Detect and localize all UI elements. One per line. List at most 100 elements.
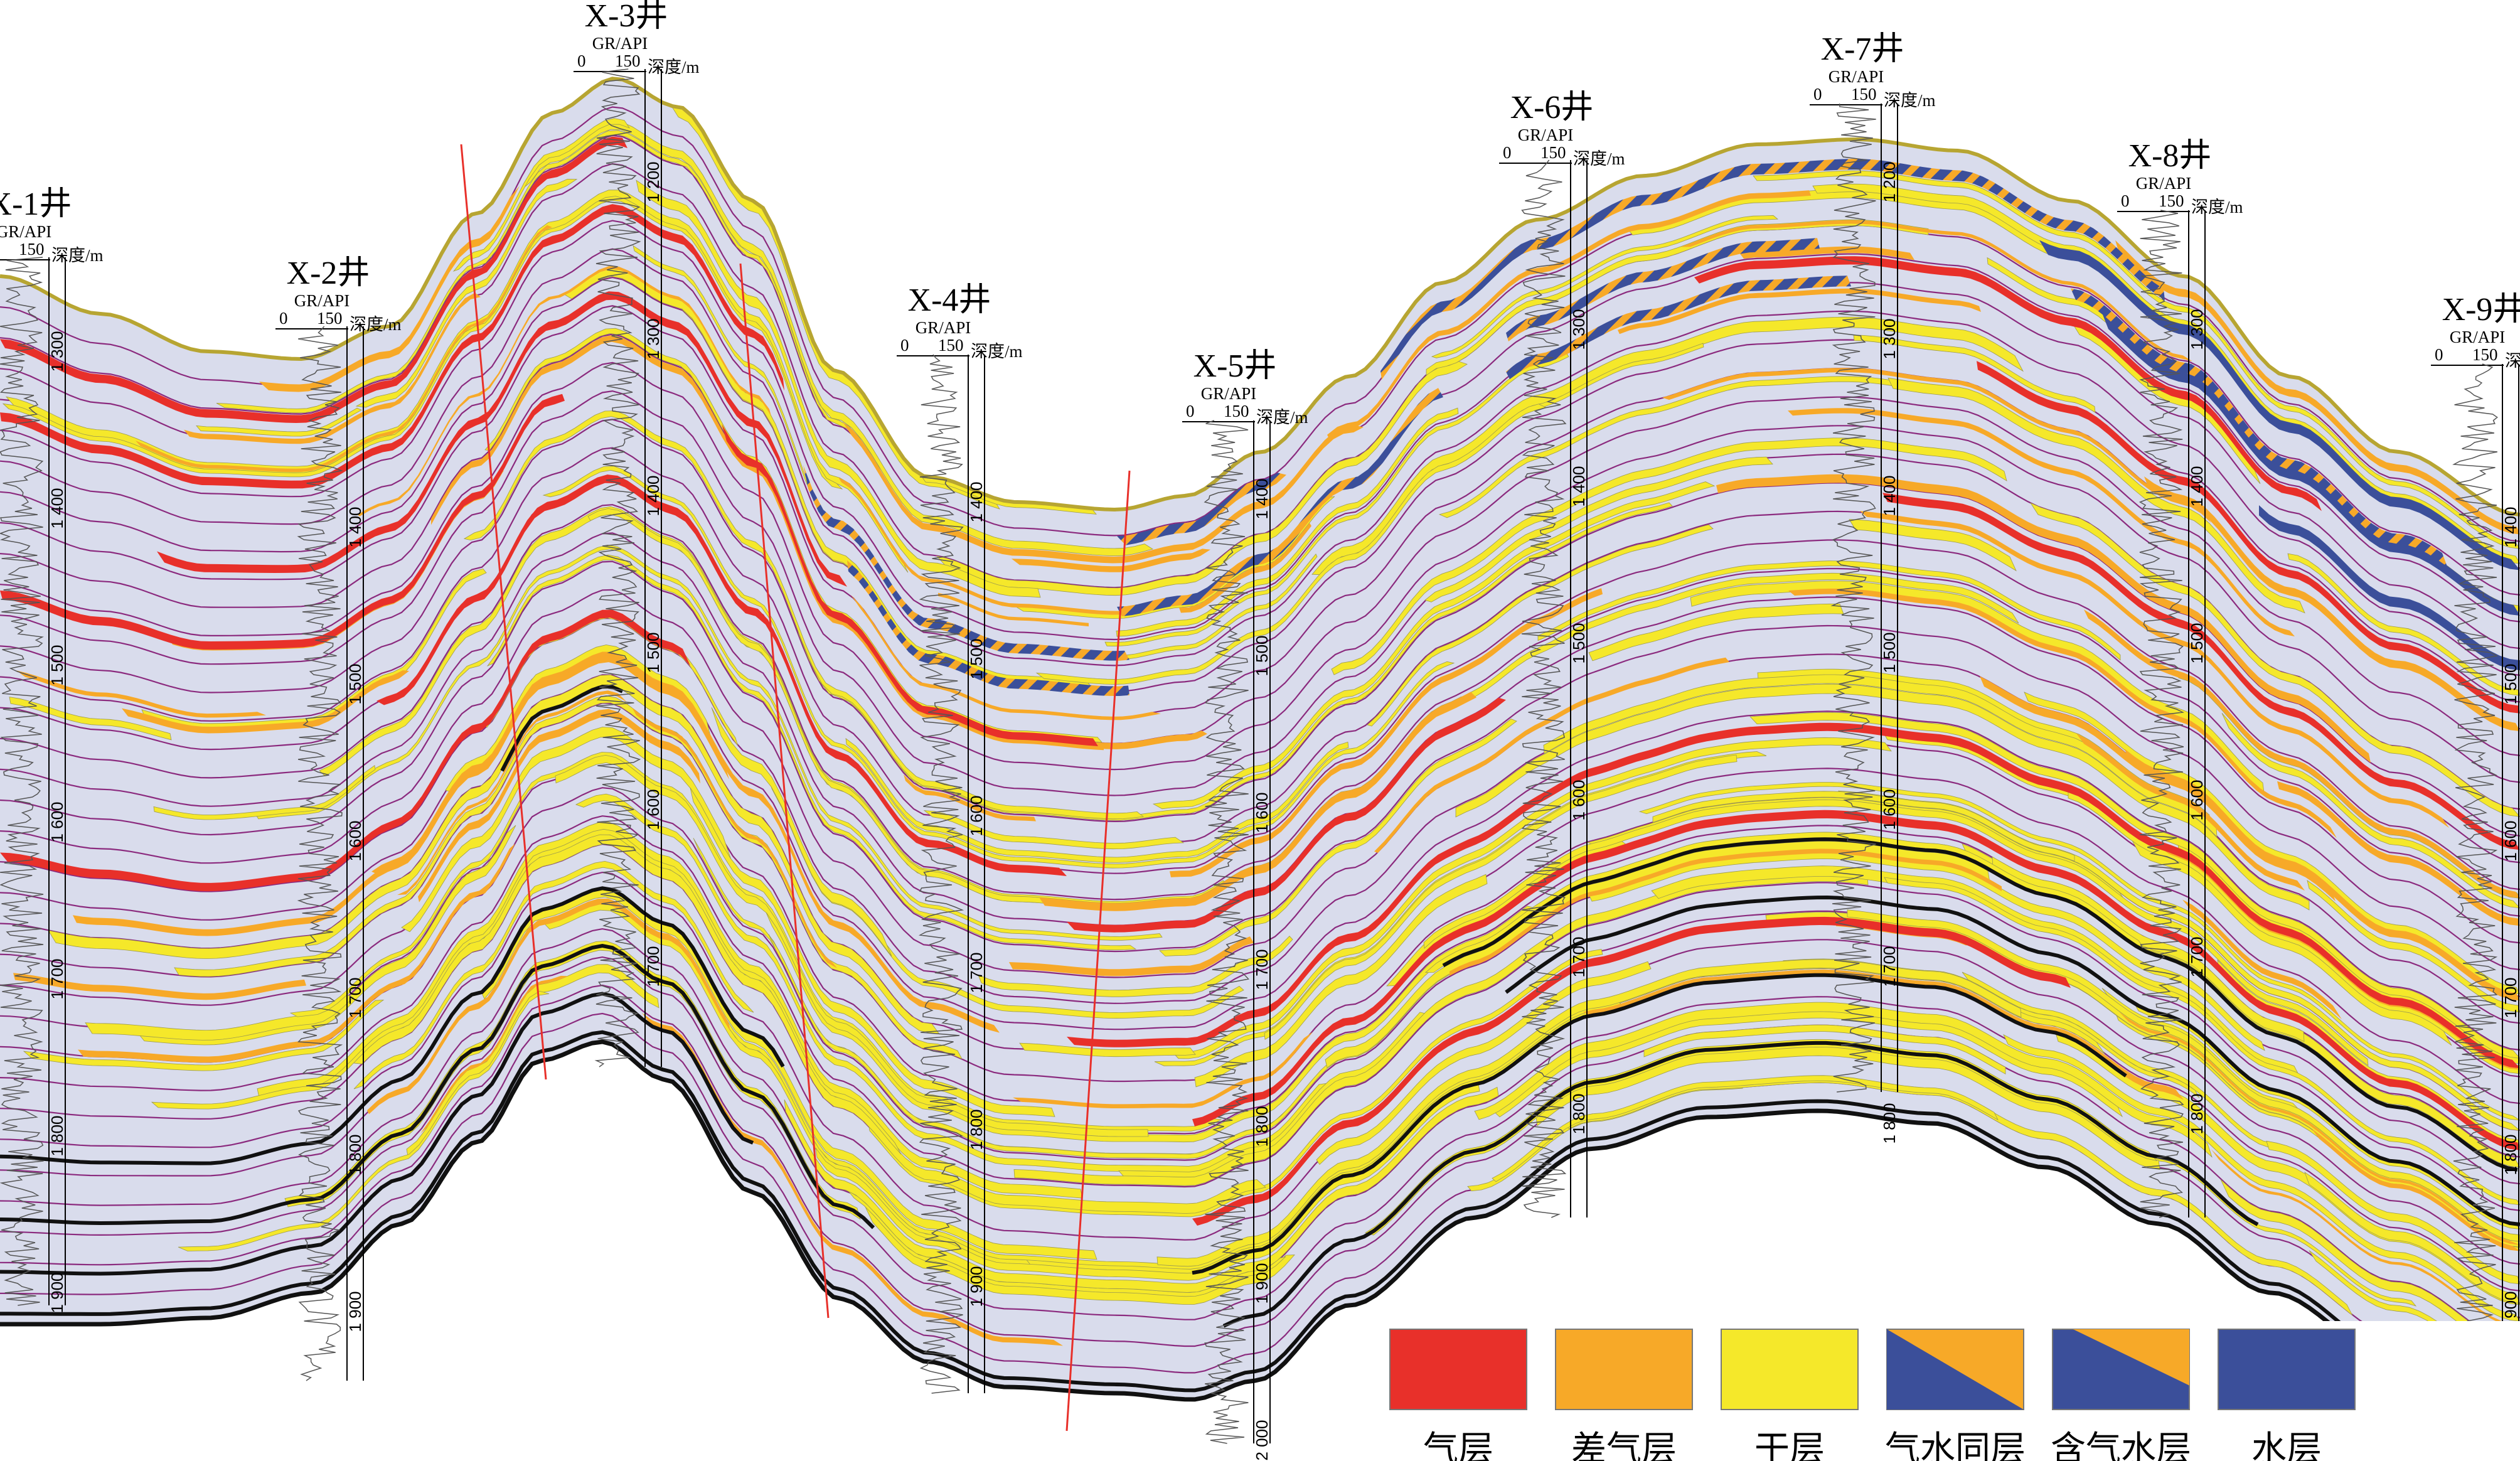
well-name: X-4井 bbox=[908, 282, 991, 318]
depth-tick-label: 1 800 bbox=[48, 1115, 67, 1156]
legend-swatch bbox=[1721, 1329, 1859, 1410]
depth-tick-label: 1 800 bbox=[2187, 1093, 2206, 1134]
gr-label: GR/API bbox=[294, 291, 350, 310]
dry-layer bbox=[1249, 572, 2019, 873]
dry-layer bbox=[1316, 961, 1652, 1165]
dry-layer bbox=[2029, 502, 2520, 817]
dry-layer bbox=[936, 361, 1468, 596]
legend-item-gas: 气层 bbox=[1389, 1329, 1527, 1461]
gr-scale-min: 0 bbox=[1813, 85, 1822, 104]
depth-tick-label: 1 500 bbox=[346, 663, 365, 704]
depth-tick-label: 1 500 bbox=[1569, 623, 1588, 663]
poor-gas-layer bbox=[2277, 781, 2520, 926]
poor-gas-layer bbox=[13, 973, 306, 1000]
dry-layer bbox=[542, 466, 1455, 869]
depth-tick-label: 1 800 bbox=[2501, 1134, 2520, 1175]
depth-tick-label: 1 400 bbox=[1569, 466, 1588, 506]
legend-item-poor_gas: 差气层 bbox=[1555, 1329, 1693, 1461]
fault-line bbox=[1065, 470, 1131, 1432]
well-name: X-2井 bbox=[287, 255, 370, 291]
dry-layer bbox=[1365, 1039, 2158, 1236]
dry-layer bbox=[2266, 1140, 2520, 1285]
dry-layer bbox=[555, 754, 1149, 1137]
dry-layer bbox=[1853, 334, 2096, 413]
dry-layer bbox=[1492, 1075, 1999, 1182]
poor-gas-layer bbox=[1716, 474, 2371, 763]
legend-swatch-part bbox=[2073, 1329, 2189, 1386]
coal-bed bbox=[0, 886, 785, 1165]
poor-gas-layer bbox=[1739, 246, 1914, 260]
dry-layer bbox=[2304, 1171, 2520, 1304]
gr-log-curve bbox=[2138, 210, 2184, 1218]
stratum-boundary bbox=[0, 361, 2520, 783]
gr-label: GR/API bbox=[0, 222, 51, 241]
dry-layer bbox=[153, 764, 376, 820]
gr-log-curve bbox=[297, 326, 343, 1381]
depth-tick-label: 1 700 bbox=[48, 958, 67, 999]
dry-layer bbox=[174, 695, 963, 1060]
depth-tick-label: 1 700 bbox=[967, 952, 986, 993]
gr-scale-max: 150 bbox=[2472, 345, 2498, 364]
poor-gas-layer bbox=[2084, 609, 2520, 898]
poor-gas-layer bbox=[2211, 1149, 2520, 1328]
dry-layer bbox=[1172, 737, 1892, 1059]
depth-tick-label: 1 700 bbox=[644, 946, 663, 987]
gr-scale-min: 0 bbox=[279, 309, 288, 328]
dry-layer bbox=[1537, 560, 2121, 661]
gas-layer bbox=[0, 393, 565, 650]
well-name: X-1井 bbox=[0, 186, 72, 222]
gr-scale-max: 150 bbox=[615, 51, 641, 70]
dry-layer bbox=[845, 737, 1349, 863]
poor-gas-layer bbox=[1681, 220, 2192, 361]
gas-water-layer bbox=[1117, 473, 1286, 545]
coal-bed bbox=[0, 1030, 2520, 1418]
stratum-boundary bbox=[0, 276, 2520, 703]
poor-gas-layer bbox=[1980, 676, 2336, 902]
depth-tick-label: 1 500 bbox=[2501, 663, 2520, 704]
depth-tick-label: 1 600 bbox=[2501, 820, 2520, 861]
depth-tick-label: 1 400 bbox=[346, 506, 365, 547]
gr-scale-min: 0 bbox=[900, 336, 909, 355]
dry-layer bbox=[1152, 481, 1716, 810]
water-layer bbox=[2039, 240, 2520, 570]
gr-label: GR/API bbox=[1518, 126, 1574, 144]
dry-layer bbox=[784, 1086, 1499, 1293]
gr-scale-min: 0 bbox=[2435, 345, 2443, 364]
dry-layer bbox=[463, 410, 1145, 820]
dry-layer bbox=[1194, 874, 1488, 1088]
gr-log-curve bbox=[1830, 103, 1876, 1093]
poor-gas-layer bbox=[2076, 733, 2305, 891]
depth-tick-label: 1 700 bbox=[1880, 946, 1899, 987]
gas-layer bbox=[1192, 810, 2520, 1150]
depth-tick-label: 1 700 bbox=[346, 977, 365, 1018]
gr-scale-max: 150 bbox=[19, 240, 45, 259]
dry-layer bbox=[978, 936, 1293, 997]
dry-layer bbox=[923, 810, 1185, 850]
well-name: X-6井 bbox=[1510, 90, 1594, 126]
depth-label: 深度/m bbox=[1884, 91, 1936, 110]
poor-gas-layer bbox=[16, 670, 266, 718]
dry-layer bbox=[353, 860, 754, 1089]
stratigraphic-body bbox=[0, 77, 2520, 1427]
gr-scale-min: 0 bbox=[577, 51, 586, 70]
dry-layer bbox=[711, 707, 892, 956]
gas-layer bbox=[1977, 361, 2520, 714]
depth-tick-label: 1 300 bbox=[2187, 309, 2206, 350]
coal-bed bbox=[1192, 973, 2127, 1275]
legend-label: 气水同层 bbox=[1885, 1429, 2026, 1461]
dry-layer bbox=[486, 554, 1137, 951]
dry-layer bbox=[355, 179, 578, 408]
depth-label: 深度/m bbox=[51, 246, 104, 265]
depth-tick-label: 2 000 bbox=[1252, 1420, 1271, 1460]
legend-swatch bbox=[2218, 1329, 2356, 1410]
top-boundary bbox=[0, 77, 2520, 516]
depth-tick-label: 1 600 bbox=[1569, 779, 1588, 820]
depth-tick-label: 1 600 bbox=[48, 801, 67, 842]
depth-label: 深度/m bbox=[648, 58, 700, 77]
